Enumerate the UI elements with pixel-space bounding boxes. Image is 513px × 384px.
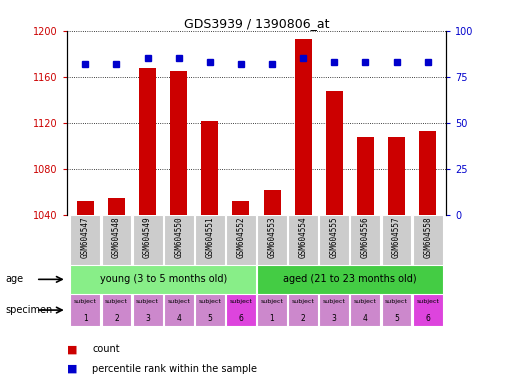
Bar bbox=[388, 137, 405, 215]
Text: GSM604556: GSM604556 bbox=[361, 217, 370, 258]
Text: subject: subject bbox=[323, 300, 346, 305]
Text: subject: subject bbox=[292, 300, 314, 305]
Bar bbox=[195, 215, 225, 265]
Text: subject: subject bbox=[354, 300, 377, 305]
Bar bbox=[133, 215, 163, 265]
Text: GSM604555: GSM604555 bbox=[330, 217, 339, 258]
Bar bbox=[419, 131, 436, 215]
Text: aged (21 to 23 months old): aged (21 to 23 months old) bbox=[283, 274, 417, 285]
Text: 1: 1 bbox=[270, 314, 274, 323]
Bar bbox=[139, 68, 156, 215]
Text: 3: 3 bbox=[332, 314, 337, 323]
Bar bbox=[382, 294, 411, 326]
Bar bbox=[320, 294, 349, 326]
Text: 6: 6 bbox=[425, 314, 430, 323]
Bar bbox=[70, 294, 101, 326]
Bar bbox=[77, 201, 94, 215]
Text: 4: 4 bbox=[176, 314, 181, 323]
Text: subject: subject bbox=[74, 300, 97, 305]
Bar bbox=[226, 294, 256, 326]
Text: subject: subject bbox=[167, 300, 190, 305]
Text: GSM604553: GSM604553 bbox=[268, 217, 277, 258]
Bar bbox=[412, 215, 443, 265]
Bar bbox=[326, 91, 343, 215]
Bar bbox=[164, 294, 193, 326]
Text: young (3 to 5 months old): young (3 to 5 months old) bbox=[100, 274, 227, 285]
Bar bbox=[232, 201, 249, 215]
Bar bbox=[195, 294, 225, 326]
Text: subject: subject bbox=[136, 300, 159, 305]
Bar bbox=[70, 265, 256, 294]
Text: 3: 3 bbox=[145, 314, 150, 323]
Bar bbox=[102, 294, 131, 326]
Text: percentile rank within the sample: percentile rank within the sample bbox=[92, 364, 258, 374]
Text: GSM604558: GSM604558 bbox=[423, 217, 432, 258]
Text: GSM604554: GSM604554 bbox=[299, 217, 308, 258]
Text: GSM604552: GSM604552 bbox=[236, 217, 245, 258]
Text: ■: ■ bbox=[67, 344, 77, 354]
Bar bbox=[264, 190, 281, 215]
Bar bbox=[102, 215, 131, 265]
Text: GSM604551: GSM604551 bbox=[205, 217, 214, 258]
Bar bbox=[382, 215, 411, 265]
Bar bbox=[164, 215, 193, 265]
Text: 2: 2 bbox=[301, 314, 306, 323]
Bar bbox=[170, 71, 187, 215]
Bar bbox=[257, 215, 287, 265]
Text: 6: 6 bbox=[239, 314, 243, 323]
Title: GDS3939 / 1390806_at: GDS3939 / 1390806_at bbox=[184, 17, 329, 30]
Text: count: count bbox=[92, 344, 120, 354]
Bar bbox=[288, 294, 318, 326]
Bar bbox=[133, 294, 163, 326]
Bar bbox=[294, 39, 312, 215]
Text: subject: subject bbox=[105, 300, 128, 305]
Text: GSM604550: GSM604550 bbox=[174, 217, 183, 258]
Bar bbox=[288, 215, 318, 265]
Text: subject: subject bbox=[416, 300, 439, 305]
Bar bbox=[320, 215, 349, 265]
Bar bbox=[201, 121, 219, 215]
Bar bbox=[257, 265, 443, 294]
Text: age: age bbox=[5, 274, 23, 285]
Text: 4: 4 bbox=[363, 314, 368, 323]
Bar bbox=[70, 215, 101, 265]
Text: subject: subject bbox=[229, 300, 252, 305]
Bar bbox=[108, 198, 125, 215]
Text: 1: 1 bbox=[83, 314, 88, 323]
Text: GSM604547: GSM604547 bbox=[81, 217, 90, 258]
Bar bbox=[357, 137, 374, 215]
Bar bbox=[226, 215, 256, 265]
Bar bbox=[350, 294, 380, 326]
Bar bbox=[257, 294, 287, 326]
Text: subject: subject bbox=[199, 300, 221, 305]
Text: 5: 5 bbox=[394, 314, 399, 323]
Bar bbox=[412, 294, 443, 326]
Text: 2: 2 bbox=[114, 314, 119, 323]
Bar bbox=[350, 215, 380, 265]
Text: subject: subject bbox=[385, 300, 408, 305]
Text: GSM604548: GSM604548 bbox=[112, 217, 121, 258]
Text: GSM604549: GSM604549 bbox=[143, 217, 152, 258]
Text: 5: 5 bbox=[207, 314, 212, 323]
Text: specimen: specimen bbox=[5, 305, 52, 315]
Text: subject: subject bbox=[261, 300, 284, 305]
Text: ■: ■ bbox=[67, 364, 77, 374]
Text: GSM604557: GSM604557 bbox=[392, 217, 401, 258]
